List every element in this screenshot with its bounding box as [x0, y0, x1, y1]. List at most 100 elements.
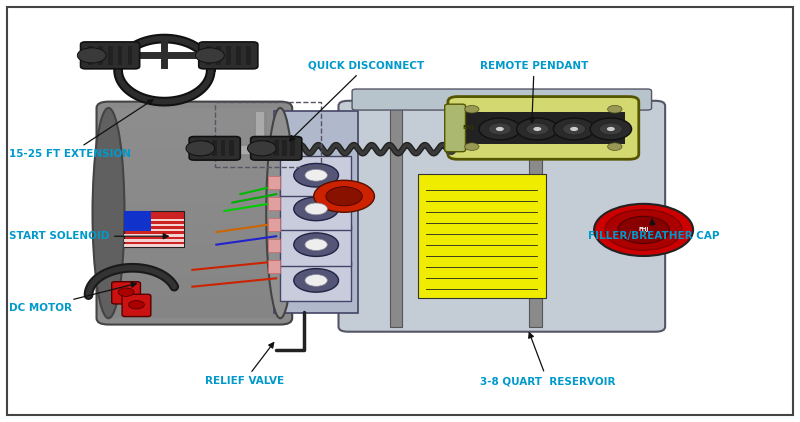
Ellipse shape	[93, 108, 125, 318]
FancyBboxPatch shape	[352, 89, 651, 110]
FancyBboxPatch shape	[212, 141, 217, 156]
Ellipse shape	[266, 108, 294, 318]
FancyBboxPatch shape	[246, 46, 250, 65]
FancyBboxPatch shape	[125, 244, 184, 247]
FancyBboxPatch shape	[250, 137, 302, 160]
FancyBboxPatch shape	[221, 141, 226, 156]
FancyBboxPatch shape	[274, 111, 358, 313]
FancyBboxPatch shape	[462, 112, 626, 144]
Text: DC MOTOR: DC MOTOR	[9, 282, 137, 313]
Text: 15-25 FT EXTENSION: 15-25 FT EXTENSION	[9, 100, 153, 159]
Circle shape	[562, 123, 586, 135]
FancyBboxPatch shape	[125, 234, 184, 237]
Circle shape	[78, 48, 106, 63]
FancyBboxPatch shape	[280, 261, 351, 301]
FancyBboxPatch shape	[445, 104, 466, 151]
FancyBboxPatch shape	[109, 119, 280, 129]
FancyBboxPatch shape	[109, 266, 280, 276]
Circle shape	[594, 204, 693, 256]
FancyBboxPatch shape	[112, 281, 141, 304]
Circle shape	[526, 123, 549, 135]
FancyBboxPatch shape	[268, 239, 280, 252]
FancyBboxPatch shape	[206, 46, 211, 65]
FancyBboxPatch shape	[109, 150, 280, 160]
Circle shape	[314, 180, 374, 212]
FancyBboxPatch shape	[274, 141, 278, 156]
FancyBboxPatch shape	[109, 192, 280, 203]
FancyBboxPatch shape	[109, 297, 280, 308]
FancyBboxPatch shape	[127, 46, 132, 65]
Text: 3-8 QUART  RESERVOIR: 3-8 QUART RESERVOIR	[480, 333, 615, 387]
FancyBboxPatch shape	[109, 129, 280, 140]
FancyBboxPatch shape	[118, 46, 122, 65]
FancyBboxPatch shape	[229, 141, 234, 156]
FancyBboxPatch shape	[125, 239, 184, 242]
Circle shape	[326, 187, 362, 206]
Circle shape	[618, 216, 670, 243]
FancyBboxPatch shape	[189, 137, 240, 160]
Circle shape	[465, 106, 479, 113]
Circle shape	[305, 203, 327, 215]
Circle shape	[517, 118, 558, 140]
FancyBboxPatch shape	[109, 255, 280, 266]
Text: REMOTE PENDANT: REMOTE PENDANT	[480, 61, 588, 123]
FancyBboxPatch shape	[125, 211, 151, 231]
Circle shape	[608, 106, 622, 113]
Circle shape	[607, 127, 615, 131]
FancyBboxPatch shape	[390, 106, 402, 327]
Circle shape	[534, 127, 542, 131]
Circle shape	[186, 141, 214, 156]
FancyBboxPatch shape	[109, 287, 280, 297]
FancyBboxPatch shape	[109, 203, 280, 213]
Circle shape	[305, 169, 327, 181]
Circle shape	[479, 118, 521, 140]
FancyBboxPatch shape	[268, 218, 280, 231]
FancyBboxPatch shape	[198, 42, 258, 69]
Circle shape	[496, 127, 504, 131]
FancyBboxPatch shape	[236, 46, 241, 65]
Circle shape	[247, 141, 276, 156]
FancyBboxPatch shape	[125, 219, 184, 221]
FancyBboxPatch shape	[268, 197, 280, 210]
FancyBboxPatch shape	[109, 140, 280, 150]
FancyBboxPatch shape	[109, 308, 280, 318]
FancyBboxPatch shape	[98, 46, 102, 65]
Circle shape	[605, 210, 682, 250]
FancyBboxPatch shape	[81, 42, 140, 69]
Circle shape	[294, 197, 338, 221]
Circle shape	[554, 118, 595, 140]
FancyBboxPatch shape	[109, 234, 280, 245]
FancyBboxPatch shape	[122, 294, 151, 316]
Circle shape	[294, 233, 338, 257]
Circle shape	[489, 123, 511, 135]
Circle shape	[129, 300, 145, 309]
FancyBboxPatch shape	[109, 224, 280, 234]
FancyBboxPatch shape	[282, 141, 287, 156]
FancyBboxPatch shape	[280, 189, 351, 230]
Text: FILLER/BREATHER CAP: FILLER/BREATHER CAP	[588, 219, 719, 241]
FancyBboxPatch shape	[448, 97, 638, 159]
Circle shape	[294, 269, 338, 292]
FancyBboxPatch shape	[530, 106, 542, 327]
Circle shape	[465, 143, 479, 150]
FancyBboxPatch shape	[266, 141, 270, 156]
FancyBboxPatch shape	[109, 181, 280, 192]
Circle shape	[305, 239, 327, 251]
FancyBboxPatch shape	[204, 141, 209, 156]
FancyBboxPatch shape	[88, 46, 93, 65]
FancyBboxPatch shape	[216, 46, 221, 65]
FancyBboxPatch shape	[108, 46, 113, 65]
Circle shape	[590, 118, 631, 140]
FancyBboxPatch shape	[280, 225, 351, 266]
Circle shape	[608, 143, 622, 150]
FancyBboxPatch shape	[109, 108, 280, 119]
Circle shape	[294, 163, 338, 187]
FancyBboxPatch shape	[109, 276, 280, 287]
Circle shape	[195, 48, 224, 63]
FancyBboxPatch shape	[109, 245, 280, 255]
FancyBboxPatch shape	[109, 171, 280, 181]
Text: FHJ: FHJ	[638, 227, 649, 233]
Text: QUICK DISCONNECT: QUICK DISCONNECT	[290, 61, 425, 141]
FancyBboxPatch shape	[268, 260, 280, 273]
FancyBboxPatch shape	[418, 174, 546, 298]
